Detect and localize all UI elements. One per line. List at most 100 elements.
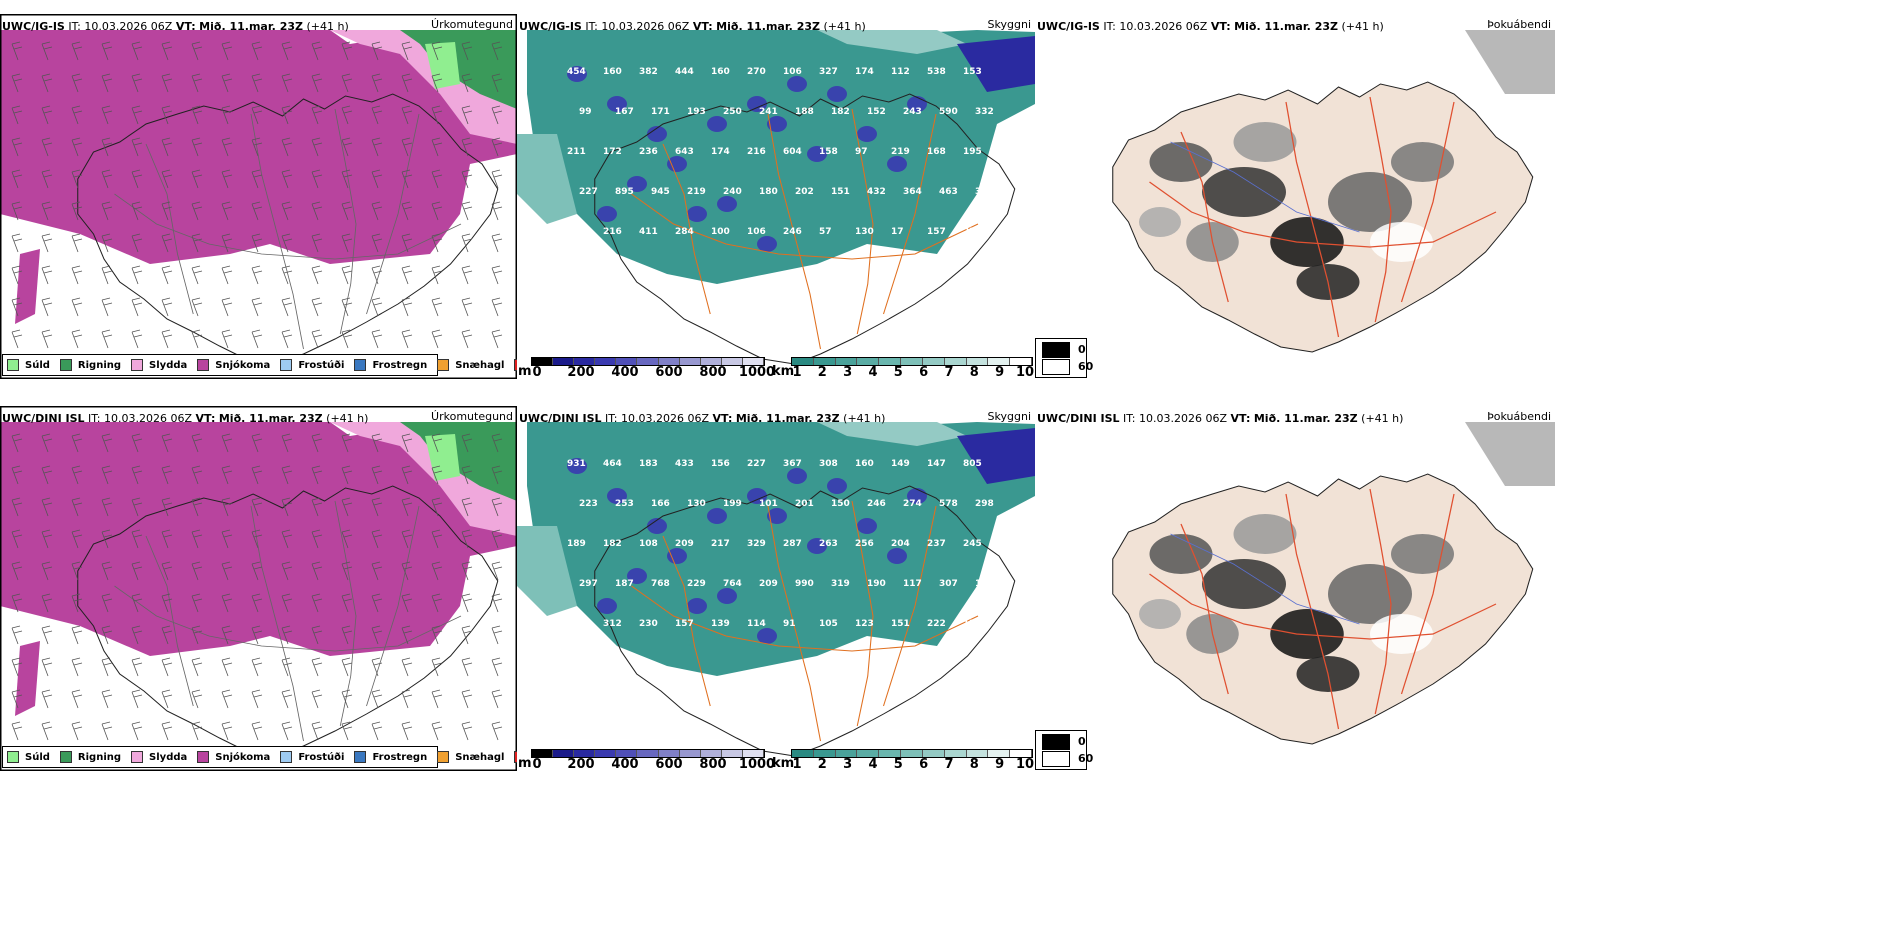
cloud-base-label: 217	[711, 539, 730, 549]
cloud-base-patch	[607, 488, 627, 504]
cloud-base-label: 222	[927, 619, 946, 629]
lead-time: (+41 h)	[306, 20, 349, 33]
wind-barb	[461, 169, 473, 189]
wind-barb	[191, 329, 203, 349]
road-line	[882, 113, 937, 315]
wind-barb	[341, 105, 353, 125]
panel-variable-name: Skyggni	[987, 410, 1031, 423]
wind-barb	[491, 169, 503, 189]
wind-barb	[251, 201, 263, 221]
cloud-base-patch	[857, 518, 877, 534]
wind-barb	[461, 233, 473, 253]
colorbar-bin	[857, 750, 880, 757]
precip-legend-label: Slydda	[149, 359, 188, 371]
fog-legend-swatch-0	[1042, 734, 1070, 750]
wind-barb	[161, 169, 173, 189]
wind-barb	[311, 201, 323, 221]
cloud-base-region	[957, 36, 1035, 92]
colorbar-bin	[616, 358, 638, 365]
wind-barb	[401, 201, 413, 221]
vt-label: VT:	[692, 20, 713, 33]
precip-legend-item: Snæhagl	[437, 359, 504, 371]
wind-barb	[401, 41, 413, 61]
drizzle-region	[425, 434, 460, 481]
wind-barb	[191, 433, 203, 453]
precip-legend-item: Súld	[7, 359, 50, 371]
cloud-base-patch	[827, 86, 847, 102]
wind-barb	[461, 105, 473, 125]
cloud-base-label: 209	[675, 539, 694, 549]
road-line	[250, 113, 304, 350]
wind-barb	[431, 297, 443, 317]
cloud-base-label: 90	[615, 267, 628, 277]
wind-barb	[371, 625, 383, 645]
wind-barb	[491, 465, 503, 485]
wind-barb	[461, 529, 473, 549]
wind-barb	[311, 105, 323, 125]
lead-time: (+41 h)	[843, 412, 886, 425]
wind-barb	[491, 497, 503, 517]
wind-barb	[341, 137, 353, 157]
cloud-base-patch	[707, 116, 727, 132]
it-label: IT:	[1103, 20, 1116, 33]
cloud-base-label: 284	[675, 227, 694, 237]
model-name: UWC/IG-IS	[519, 20, 582, 33]
wind-barb	[101, 201, 113, 221]
fog-legend-label-0: 0	[1078, 343, 1086, 356]
precip-legend-item: Haglél	[514, 751, 517, 763]
coastline	[77, 93, 499, 365]
cloud-base-label: 990	[795, 579, 814, 589]
colorbar-tick-label: 0	[532, 365, 542, 380]
colorbar-bin	[922, 750, 945, 757]
cloud-base-label: 174	[855, 67, 874, 77]
coastline-group	[594, 485, 1016, 757]
wind-barb	[341, 561, 353, 581]
cloud-base-label: 219	[891, 147, 910, 157]
valid-time: Mið. 11.mar. 23Z	[1234, 20, 1338, 33]
precip-legend-item: Súld	[7, 751, 50, 763]
precip-legend-label: Frostregn	[372, 751, 428, 763]
wind-barb	[131, 265, 143, 285]
cloud-base-label: 195	[963, 147, 982, 157]
colorbar-tick-label: 600	[655, 365, 683, 380]
cloud-base-label: 151	[891, 619, 910, 629]
wind-barb	[101, 497, 113, 517]
cloud-base-label: 149	[891, 459, 910, 469]
fog-patch	[1202, 559, 1286, 609]
cloud-base-label: 160	[711, 67, 730, 77]
wind-barb	[131, 465, 143, 485]
cloud-base-label: 241	[759, 107, 778, 117]
cloud-base-label: 250	[723, 107, 742, 117]
colorbar-tick-label: 600	[655, 757, 683, 772]
wind-barb	[491, 689, 503, 709]
wind-barb	[461, 265, 473, 285]
colorbar-tick-label: 4	[868, 365, 878, 380]
cloud-base-label: 332	[975, 107, 994, 117]
visibility-panel-row1: 454 160 382 444 160 270 106 327 174 112 538 153 99 16…	[517, 14, 1035, 379]
colorbar-tick-label: 2	[817, 365, 827, 380]
colorbar-unit: km	[772, 756, 795, 771]
wind-barb	[371, 233, 383, 253]
wind-barb	[371, 497, 383, 517]
wind-barb	[251, 41, 263, 61]
wind-barb	[401, 721, 413, 741]
wind-barb	[101, 233, 113, 253]
wind-barb	[161, 41, 173, 61]
fog-patch	[1391, 142, 1454, 182]
init-time: 10.03.2026 06Z	[601, 20, 690, 33]
cloud-base-label: 209	[759, 579, 778, 589]
cloud-base-label: 202	[795, 187, 814, 197]
wind-barb	[41, 41, 53, 61]
wind-barb	[431, 465, 443, 485]
wind-barb	[341, 169, 353, 189]
cloud-base-label: 182	[831, 107, 850, 117]
precip-legend: Súld Rigning Slydda Snjókoma Frostúði Frostre…	[2, 746, 517, 768]
fog-patch	[1270, 609, 1344, 659]
wind-barb	[371, 433, 383, 453]
colorbar-bin	[1010, 358, 1032, 365]
wind-barb	[341, 657, 353, 677]
cloud-base-label: 139	[711, 619, 730, 629]
wind-barb	[251, 657, 263, 677]
wind-barb	[71, 465, 83, 485]
wind-barb	[311, 529, 323, 549]
